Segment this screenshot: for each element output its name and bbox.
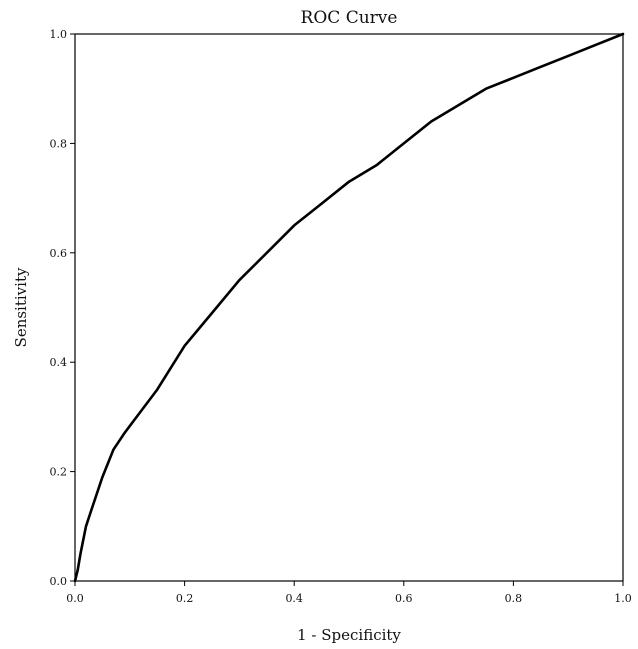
y-tick-label: 1.0 (50, 28, 68, 41)
x-tick-label: 0.4 (285, 592, 303, 605)
roc-curve-line (73, 32, 625, 583)
y-axis-label: Sensitivity (12, 267, 30, 347)
x-tick-label: 1.0 (614, 592, 632, 605)
x-tick-label: 0.6 (395, 592, 413, 605)
chart-title: ROC Curve (301, 8, 398, 28)
plot-frame (74, 33, 624, 582)
y-tick-label: 0.8 (50, 137, 68, 150)
y-tick-label: 0.6 (50, 247, 68, 260)
x-tick-label: 0.8 (505, 592, 523, 605)
x-axis-label: 1 - Specificity (297, 626, 401, 644)
x-tick-label: 0.0 (66, 592, 84, 605)
x-tick-label: 0.2 (176, 592, 194, 605)
y-tick-label: 0.2 (50, 466, 68, 479)
y-tick-label: 0.0 (50, 575, 68, 588)
y-tick-label: 0.4 (50, 356, 68, 369)
plot-area: 0.0 0.2 0.4 0.6 0.8 1.0 0.0 0.2 0.4 0.6 0.8 1.0 (50, 28, 632, 605)
